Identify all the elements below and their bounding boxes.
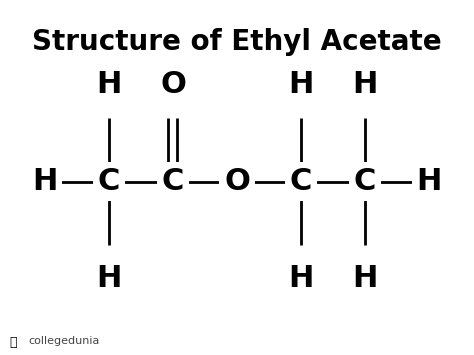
Text: C: C <box>290 167 312 196</box>
Text: O: O <box>224 167 250 196</box>
Text: C: C <box>354 167 376 196</box>
Text: H: H <box>417 167 442 196</box>
Text: H: H <box>288 264 314 293</box>
Text: Structure of Ethyl Acetate: Structure of Ethyl Acetate <box>32 28 442 56</box>
Text: H: H <box>353 264 378 293</box>
Text: H: H <box>96 70 121 99</box>
Text: C: C <box>162 167 184 196</box>
Text: C: C <box>98 167 120 196</box>
Text: H: H <box>32 167 57 196</box>
Text: H: H <box>288 70 314 99</box>
Text: H: H <box>353 70 378 99</box>
Text: H: H <box>96 264 121 293</box>
Text: O: O <box>160 70 186 99</box>
Text: 🎓: 🎓 <box>9 335 17 349</box>
Text: collegedunia: collegedunia <box>28 336 100 346</box>
